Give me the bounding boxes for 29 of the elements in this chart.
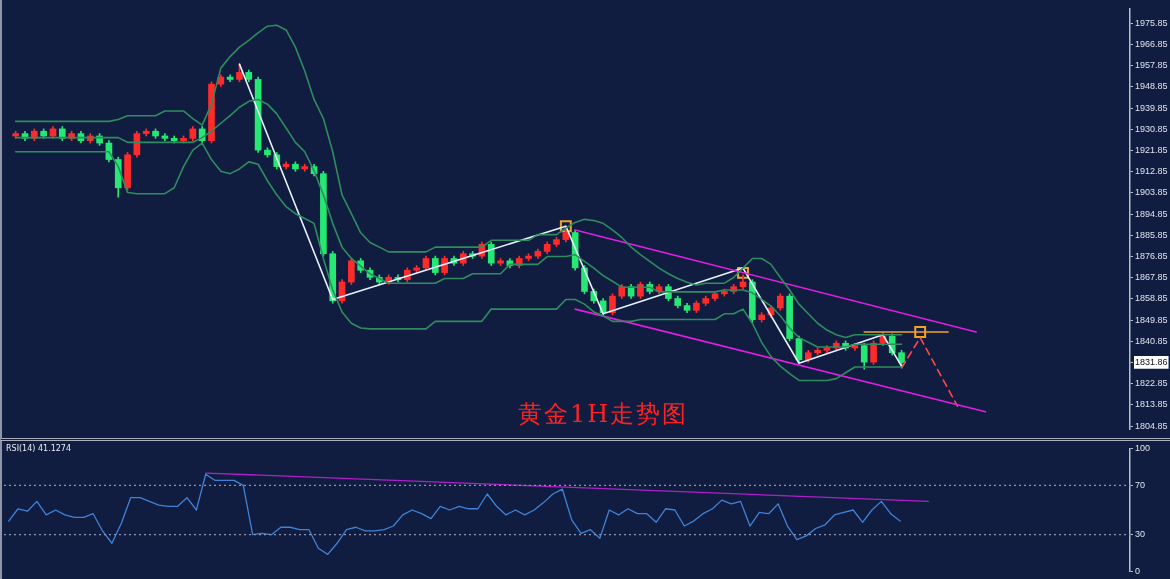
y-tick-label: 1912.85	[1135, 166, 1168, 177]
y-tick-label: 1804.85	[1135, 420, 1168, 431]
y-tick-label: 70	[1135, 479, 1146, 490]
y-tick-label: 1930.85	[1135, 123, 1168, 134]
point	[737, 266, 749, 279]
y-tick-label: 1957.85	[1135, 60, 1168, 71]
y-tick-label: 1966.85	[1135, 38, 1168, 49]
y-tick-label: 1849.85	[1135, 314, 1168, 325]
y-tick-label: 1903.85	[1135, 187, 1168, 198]
point	[914, 326, 927, 338]
point	[559, 220, 572, 233]
y-tick-label: 1975.85	[1135, 17, 1168, 28]
y-tick-label: 1822.85	[1135, 378, 1168, 389]
y-tick-label: 1885.85	[1135, 229, 1168, 240]
y-tick-label: 1831.86	[1135, 356, 1168, 367]
y-tick-label: 0	[1135, 566, 1141, 577]
y-tick-label: 1939.85	[1135, 102, 1168, 113]
y-tick-label: 1876.85	[1135, 250, 1168, 261]
y-tick-label: 1921.85	[1135, 144, 1168, 155]
y-tick-label: 1840.85	[1135, 335, 1168, 346]
y-tick-label: 100	[1135, 442, 1151, 453]
chart-title: RSI(14) 41.1274	[6, 444, 72, 453]
y-tick-label: 30	[1135, 529, 1146, 540]
text: 黄金1H走势图	[518, 399, 689, 430]
y-tick-label: 1858.85	[1135, 293, 1168, 304]
y-tick-label: 1948.85	[1135, 81, 1168, 92]
y-tick-label: 1813.85	[1135, 399, 1168, 410]
y-tick-label: 1894.85	[1135, 208, 1168, 219]
y-tick-label: 1867.85	[1135, 272, 1168, 283]
